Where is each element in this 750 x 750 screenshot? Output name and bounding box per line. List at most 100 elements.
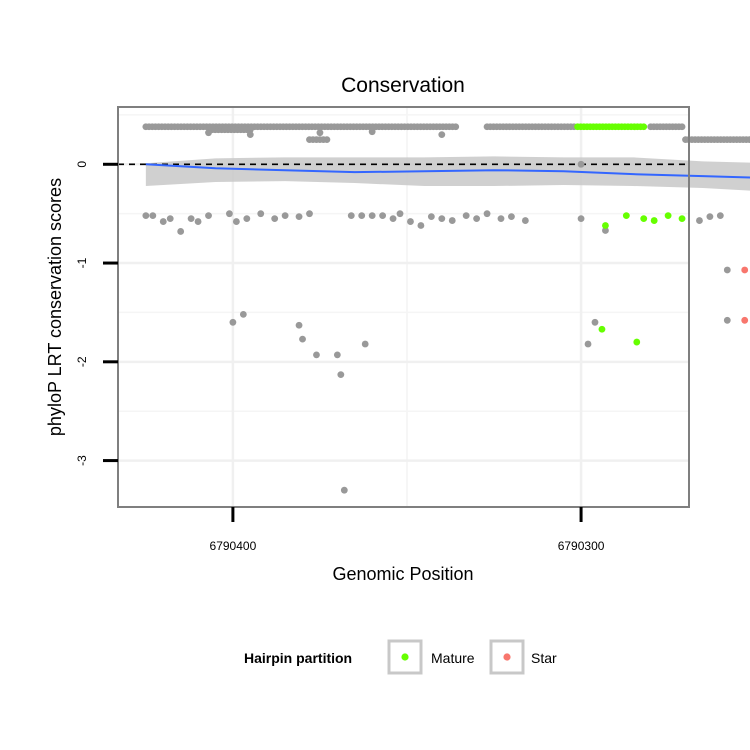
legend-title: Hairpin partition	[244, 650, 352, 666]
point-mature	[678, 215, 686, 223]
point-other	[577, 215, 585, 223]
legend-entry-star: Star	[489, 639, 557, 675]
point-other	[246, 126, 254, 134]
point-other	[706, 213, 714, 221]
point-other	[521, 217, 529, 224]
point-other	[358, 212, 366, 220]
x-tick-label: 6790300	[558, 539, 605, 553]
point-other	[723, 266, 731, 274]
series-star	[741, 266, 749, 324]
point-mature	[633, 338, 641, 346]
point-other	[452, 123, 460, 131]
point-star	[741, 266, 749, 274]
point-other	[696, 217, 703, 224]
point-other	[473, 215, 481, 223]
legend-key-star	[489, 639, 525, 675]
point-other	[340, 486, 348, 494]
point-other	[368, 212, 376, 220]
plot-frame	[117, 106, 690, 508]
point-other	[368, 128, 376, 136]
y-tick-label: 0	[75, 161, 89, 168]
point-other	[746, 136, 750, 143]
point-mature	[598, 325, 606, 333]
point-other	[678, 123, 686, 131]
point-other	[379, 212, 387, 220]
point-other	[316, 129, 324, 137]
point-other	[577, 160, 585, 168]
point-other	[508, 213, 515, 221]
point-other	[246, 131, 254, 139]
point-other	[716, 212, 724, 220]
x-axis-title: Genomic Position	[332, 564, 473, 584]
point-other	[417, 222, 425, 229]
plot-border	[117, 106, 690, 508]
point-other	[323, 136, 331, 143]
y-tick-label: -3	[75, 455, 89, 466]
point-other	[166, 215, 174, 223]
point-star	[741, 316, 749, 324]
y-tick-label: -1	[75, 257, 89, 268]
point-other	[232, 218, 240, 225]
legend-swatch-star	[503, 653, 511, 661]
legend-swatch-mature	[401, 653, 409, 661]
point-other	[194, 218, 202, 225]
smooth-trend-line	[145, 163, 750, 179]
legend: Hairpin partition Mature Star	[244, 639, 557, 675]
y-axis-title: phyloP LRT conservation scores	[45, 178, 65, 436]
point-other	[306, 210, 313, 218]
chart-title: Conservation	[341, 74, 465, 97]
point-mature	[650, 217, 658, 224]
point-other	[313, 351, 320, 359]
series-other	[142, 123, 750, 494]
point-other	[438, 215, 446, 223]
point-mature	[602, 222, 609, 229]
point-other	[438, 131, 446, 139]
point-other	[239, 311, 247, 318]
legend-label-mature: Mature	[431, 650, 475, 666]
point-other	[427, 213, 435, 221]
point-other	[396, 210, 404, 218]
point-other	[497, 215, 505, 223]
point-other	[149, 212, 157, 220]
point-other	[462, 212, 470, 220]
point-other	[483, 210, 491, 218]
point-mature	[640, 123, 648, 131]
y-tick-label: -2	[75, 356, 89, 367]
point-other	[281, 212, 289, 220]
x-tick-label: 6790400	[210, 539, 257, 553]
point-other	[333, 351, 341, 359]
point-mature	[640, 215, 648, 223]
point-other	[407, 218, 414, 225]
point-other	[584, 340, 592, 348]
point-other	[257, 210, 265, 218]
point-other	[602, 227, 609, 234]
point-other	[205, 212, 212, 220]
point-other	[389, 215, 397, 223]
point-other	[295, 213, 303, 221]
point-other	[142, 212, 150, 220]
point-other	[271, 215, 279, 223]
point-other	[448, 217, 456, 224]
point-other	[723, 316, 731, 324]
legend-label-star: Star	[531, 650, 557, 666]
smooth-line	[145, 163, 750, 179]
axes: 6790400679030067902000-1-2-3	[75, 161, 605, 553]
point-other	[361, 340, 369, 348]
point-other	[337, 371, 345, 379]
point-other	[295, 321, 303, 329]
point-other	[226, 210, 233, 218]
point-other	[177, 228, 185, 235]
point-other	[229, 318, 237, 326]
point-other	[243, 215, 251, 223]
point-other	[159, 218, 167, 225]
series-mature	[574, 123, 686, 346]
point-other	[347, 212, 355, 220]
point-other	[205, 129, 212, 137]
point-other	[299, 335, 306, 343]
legend-entry-mature: Mature	[387, 639, 475, 675]
point-other	[591, 318, 599, 326]
data-points	[142, 123, 750, 494]
point-other	[187, 215, 195, 223]
point-mature	[664, 212, 672, 220]
